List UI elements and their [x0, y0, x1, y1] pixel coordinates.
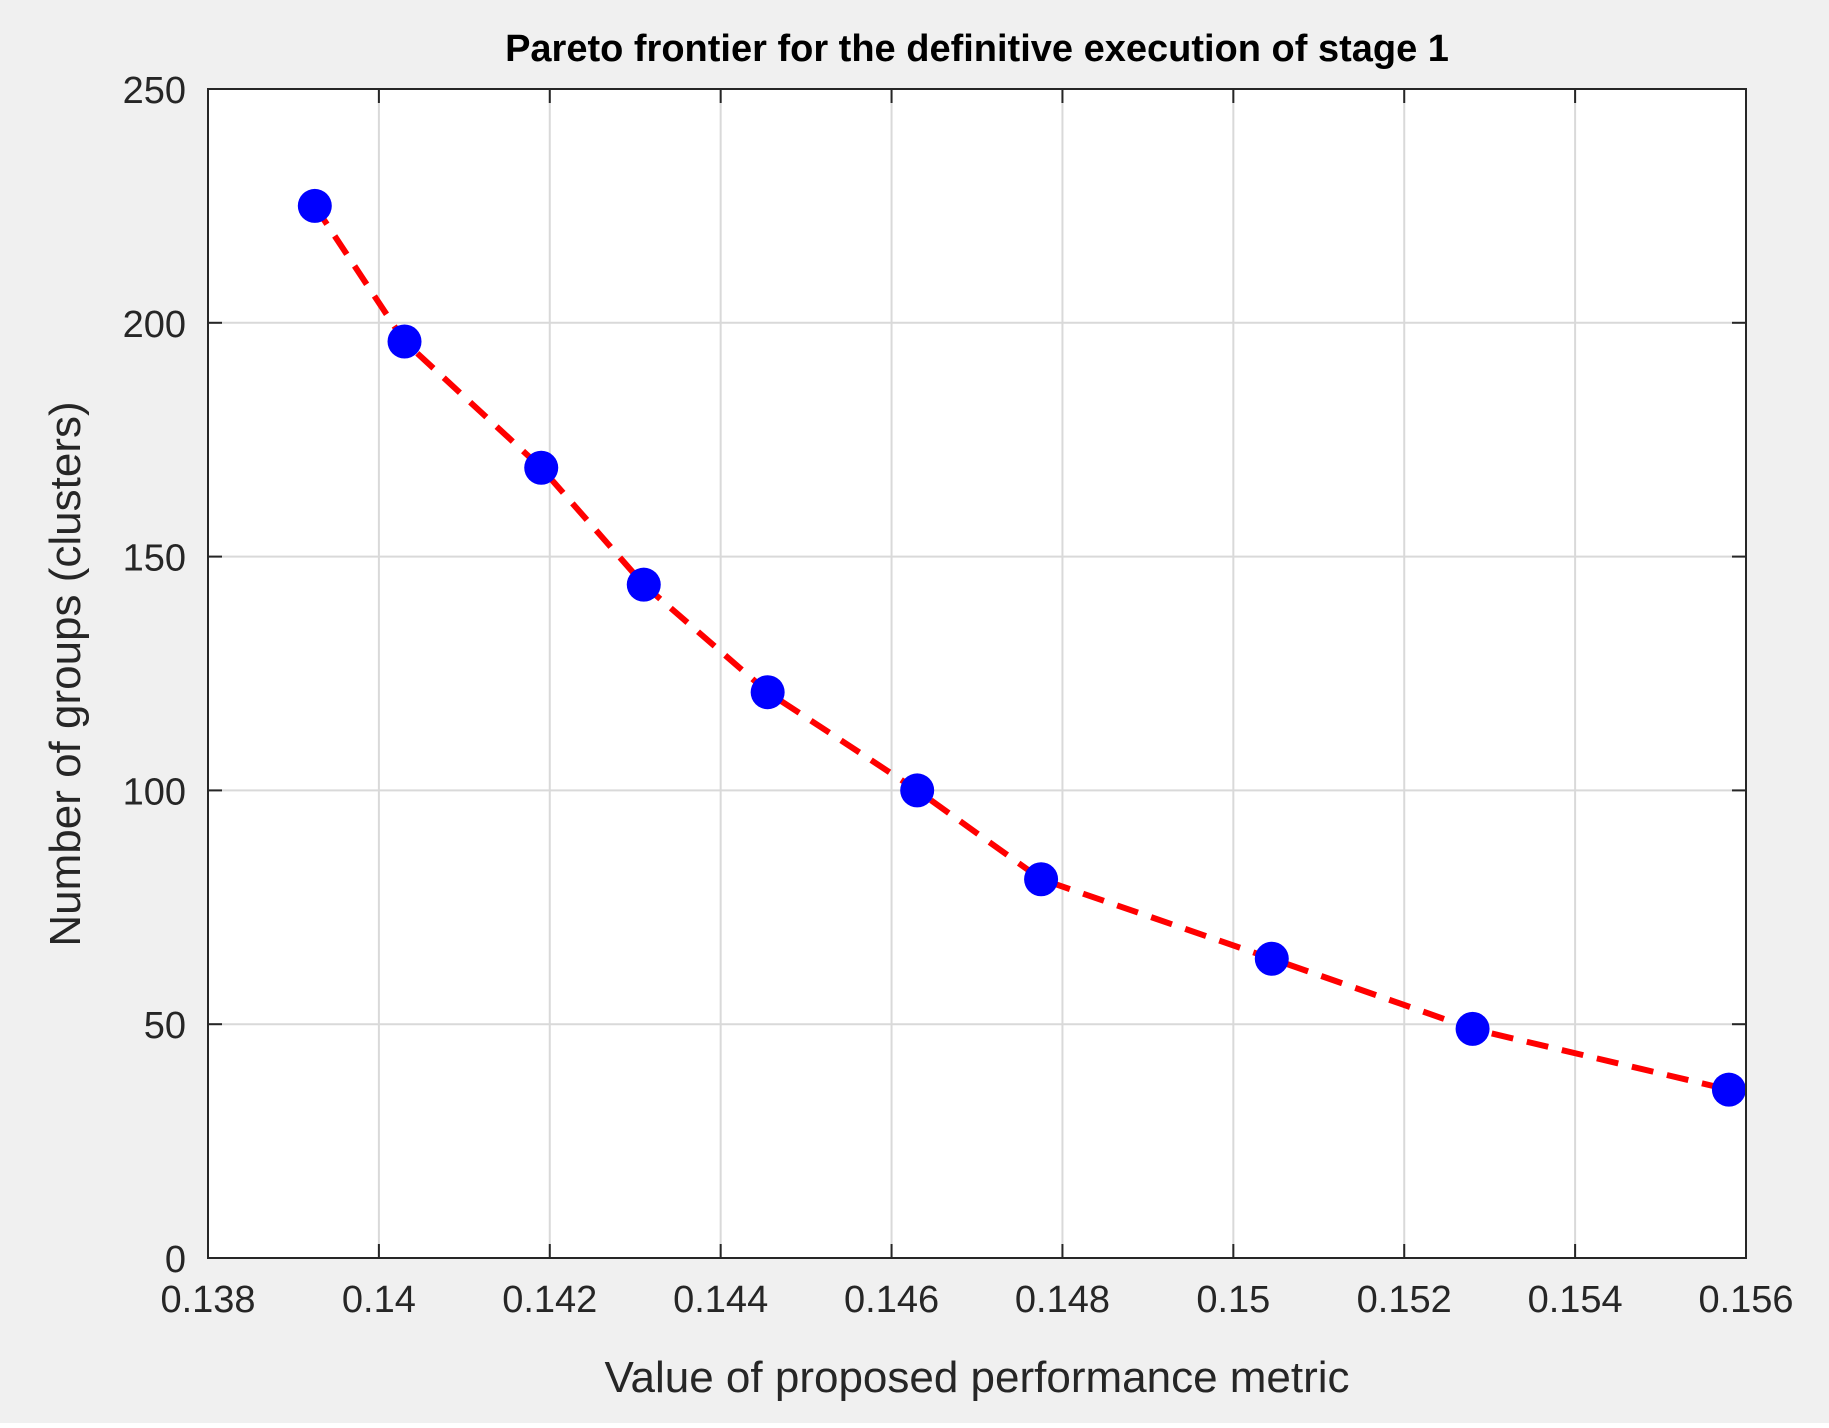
data-point	[1455, 1011, 1490, 1046]
x-tick-label: 0.152	[1357, 1279, 1452, 1321]
x-tick-label: 0.146	[844, 1279, 939, 1321]
x-tick-label: 0.148	[1015, 1279, 1110, 1321]
x-tick-label: 0.15	[1196, 1279, 1270, 1321]
y-tick-label: 0	[165, 1239, 186, 1281]
data-point	[1711, 1072, 1746, 1107]
axes-background	[208, 89, 1746, 1258]
data-point	[626, 567, 661, 602]
data-point	[750, 675, 785, 710]
x-axis-ticks: 0.138 0.14 0.142 0.144 0.146 0.148 0.15 0.152 0.…	[160, 89, 1794, 1321]
x-tick-label: 0.138	[160, 1279, 255, 1321]
y-tick-label: 150	[123, 538, 186, 580]
y-tick-label: 50	[144, 1005, 186, 1047]
y-axis-label: Number of groups (clusters)	[41, 401, 90, 946]
x-tick-label: 0.156	[1698, 1279, 1793, 1321]
fit-curve	[312, 204, 1730, 1093]
y-tick-label: 250	[123, 70, 186, 112]
data-point	[1024, 862, 1059, 897]
axes-frame	[207, 88, 1747, 1259]
y-tick-label: 200	[123, 304, 186, 346]
marker-layer	[297, 188, 1746, 1107]
grid	[208, 89, 1746, 1258]
x-tick-label: 0.154	[1528, 1279, 1623, 1321]
data-point	[900, 773, 935, 808]
data-point	[387, 324, 422, 359]
x-tick-label: 0.142	[502, 1279, 597, 1321]
data-point	[524, 450, 559, 485]
data-point	[1254, 941, 1289, 976]
y-axis-ticks: 0 50 100 150 200 250	[123, 70, 1746, 1281]
x-tick-label: 0.144	[673, 1279, 768, 1321]
x-tick-label: 0.14	[342, 1279, 416, 1321]
chart-title: Pareto frontier for the definitive execu…	[505, 28, 1449, 70]
data-point	[297, 188, 332, 223]
x-axis-label: Value of proposed performance metric	[604, 1353, 1349, 1402]
fit-line-layer	[312, 204, 1730, 1093]
y-tick-label: 100	[123, 771, 186, 813]
